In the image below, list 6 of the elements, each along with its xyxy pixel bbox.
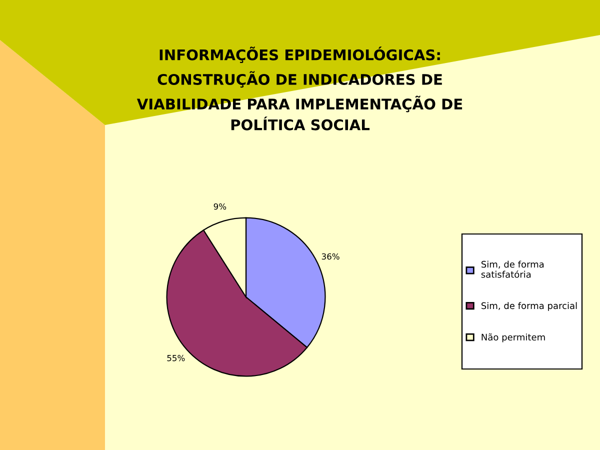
data-label: 9% bbox=[214, 203, 226, 210]
data-label: 55% bbox=[167, 354, 185, 362]
legend-label: Sim, de forma parcial bbox=[481, 302, 577, 311]
legend-label: Sim, de forma satisfatória bbox=[481, 260, 544, 278]
data-label: 36% bbox=[322, 253, 340, 260]
legend-label: Não permitem bbox=[482, 333, 545, 342]
